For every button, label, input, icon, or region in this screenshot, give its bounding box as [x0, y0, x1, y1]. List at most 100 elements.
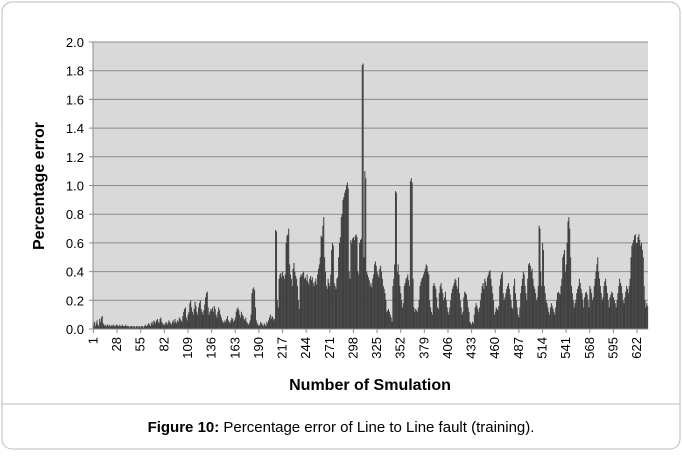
bar — [642, 257, 644, 329]
bar — [191, 307, 193, 329]
bar — [471, 324, 473, 329]
bar — [460, 307, 462, 329]
bar — [366, 274, 369, 329]
bar — [235, 311, 237, 329]
bar — [213, 306, 215, 329]
bar — [502, 293, 504, 329]
bar — [416, 311, 418, 329]
x-tick-label: 109 — [180, 337, 195, 359]
bar — [630, 257, 632, 329]
bar — [482, 283, 484, 329]
x-tick-label: 595 — [605, 337, 620, 359]
bar — [584, 297, 586, 329]
bar — [128, 327, 130, 329]
bar — [279, 274, 281, 329]
bar — [388, 308, 390, 329]
bar — [498, 306, 500, 329]
bar — [491, 285, 493, 329]
bar — [581, 293, 583, 329]
bar — [597, 257, 599, 329]
bar — [113, 324, 115, 329]
bar — [332, 245, 334, 329]
bar — [317, 268, 320, 329]
bar — [121, 324, 123, 329]
y-tick-label: 1.4 — [66, 121, 84, 136]
bar — [234, 317, 236, 329]
bar — [376, 271, 378, 329]
bar — [268, 320, 270, 329]
bar — [168, 320, 170, 329]
bar — [290, 278, 292, 329]
bar — [553, 311, 555, 329]
bar — [119, 324, 121, 329]
bar — [573, 307, 575, 329]
bar — [110, 326, 112, 329]
bar — [301, 275, 303, 329]
y-tick-label: 0.0 — [66, 322, 84, 337]
bar — [353, 240, 355, 329]
bar — [354, 235, 356, 329]
bar — [645, 307, 647, 329]
bar — [161, 321, 163, 329]
bar — [281, 277, 283, 329]
bar — [116, 324, 118, 329]
bar — [142, 327, 144, 329]
bar — [505, 293, 507, 329]
bar — [538, 225, 540, 329]
x-tick-label: 514 — [535, 337, 550, 359]
bar — [528, 262, 530, 329]
bar — [270, 318, 272, 329]
bar — [303, 271, 305, 329]
bar — [398, 274, 400, 329]
bar — [454, 278, 456, 329]
bar — [308, 284, 310, 329]
bar — [461, 314, 463, 329]
bar — [605, 278, 607, 329]
bar — [117, 326, 119, 329]
bar — [407, 274, 409, 329]
bar — [593, 285, 595, 329]
bar — [646, 303, 648, 329]
bar — [175, 321, 177, 329]
bar — [631, 245, 633, 329]
bar — [197, 314, 199, 329]
bar — [464, 291, 466, 329]
bar — [496, 308, 498, 329]
bar — [296, 285, 298, 329]
bar — [164, 323, 166, 329]
bar — [97, 324, 99, 329]
bar — [421, 278, 423, 329]
bar — [261, 324, 263, 329]
bar — [101, 316, 103, 329]
bar — [610, 294, 612, 329]
bar — [219, 310, 221, 329]
bar — [120, 326, 122, 329]
bar — [327, 278, 329, 329]
bar — [584, 293, 586, 329]
bar — [548, 311, 550, 329]
x-tick-label: 82 — [156, 337, 171, 351]
bar — [111, 324, 113, 329]
bar — [178, 317, 180, 329]
bar — [478, 311, 480, 329]
bar — [229, 323, 231, 329]
bar — [329, 285, 331, 329]
bar — [157, 321, 159, 329]
bar — [428, 274, 430, 329]
bar — [200, 308, 202, 329]
bar — [523, 274, 525, 329]
bar — [223, 323, 225, 329]
bar — [500, 274, 502, 329]
bar — [487, 274, 489, 329]
x-tick-label: 406 — [440, 337, 455, 359]
bar — [592, 297, 594, 329]
bar — [624, 297, 626, 329]
bar — [335, 288, 337, 329]
bar — [463, 297, 465, 329]
bar — [334, 285, 336, 329]
bar — [253, 287, 255, 329]
bar — [389, 314, 391, 329]
bar — [268, 317, 270, 329]
bar — [304, 277, 306, 329]
bar — [258, 326, 260, 329]
